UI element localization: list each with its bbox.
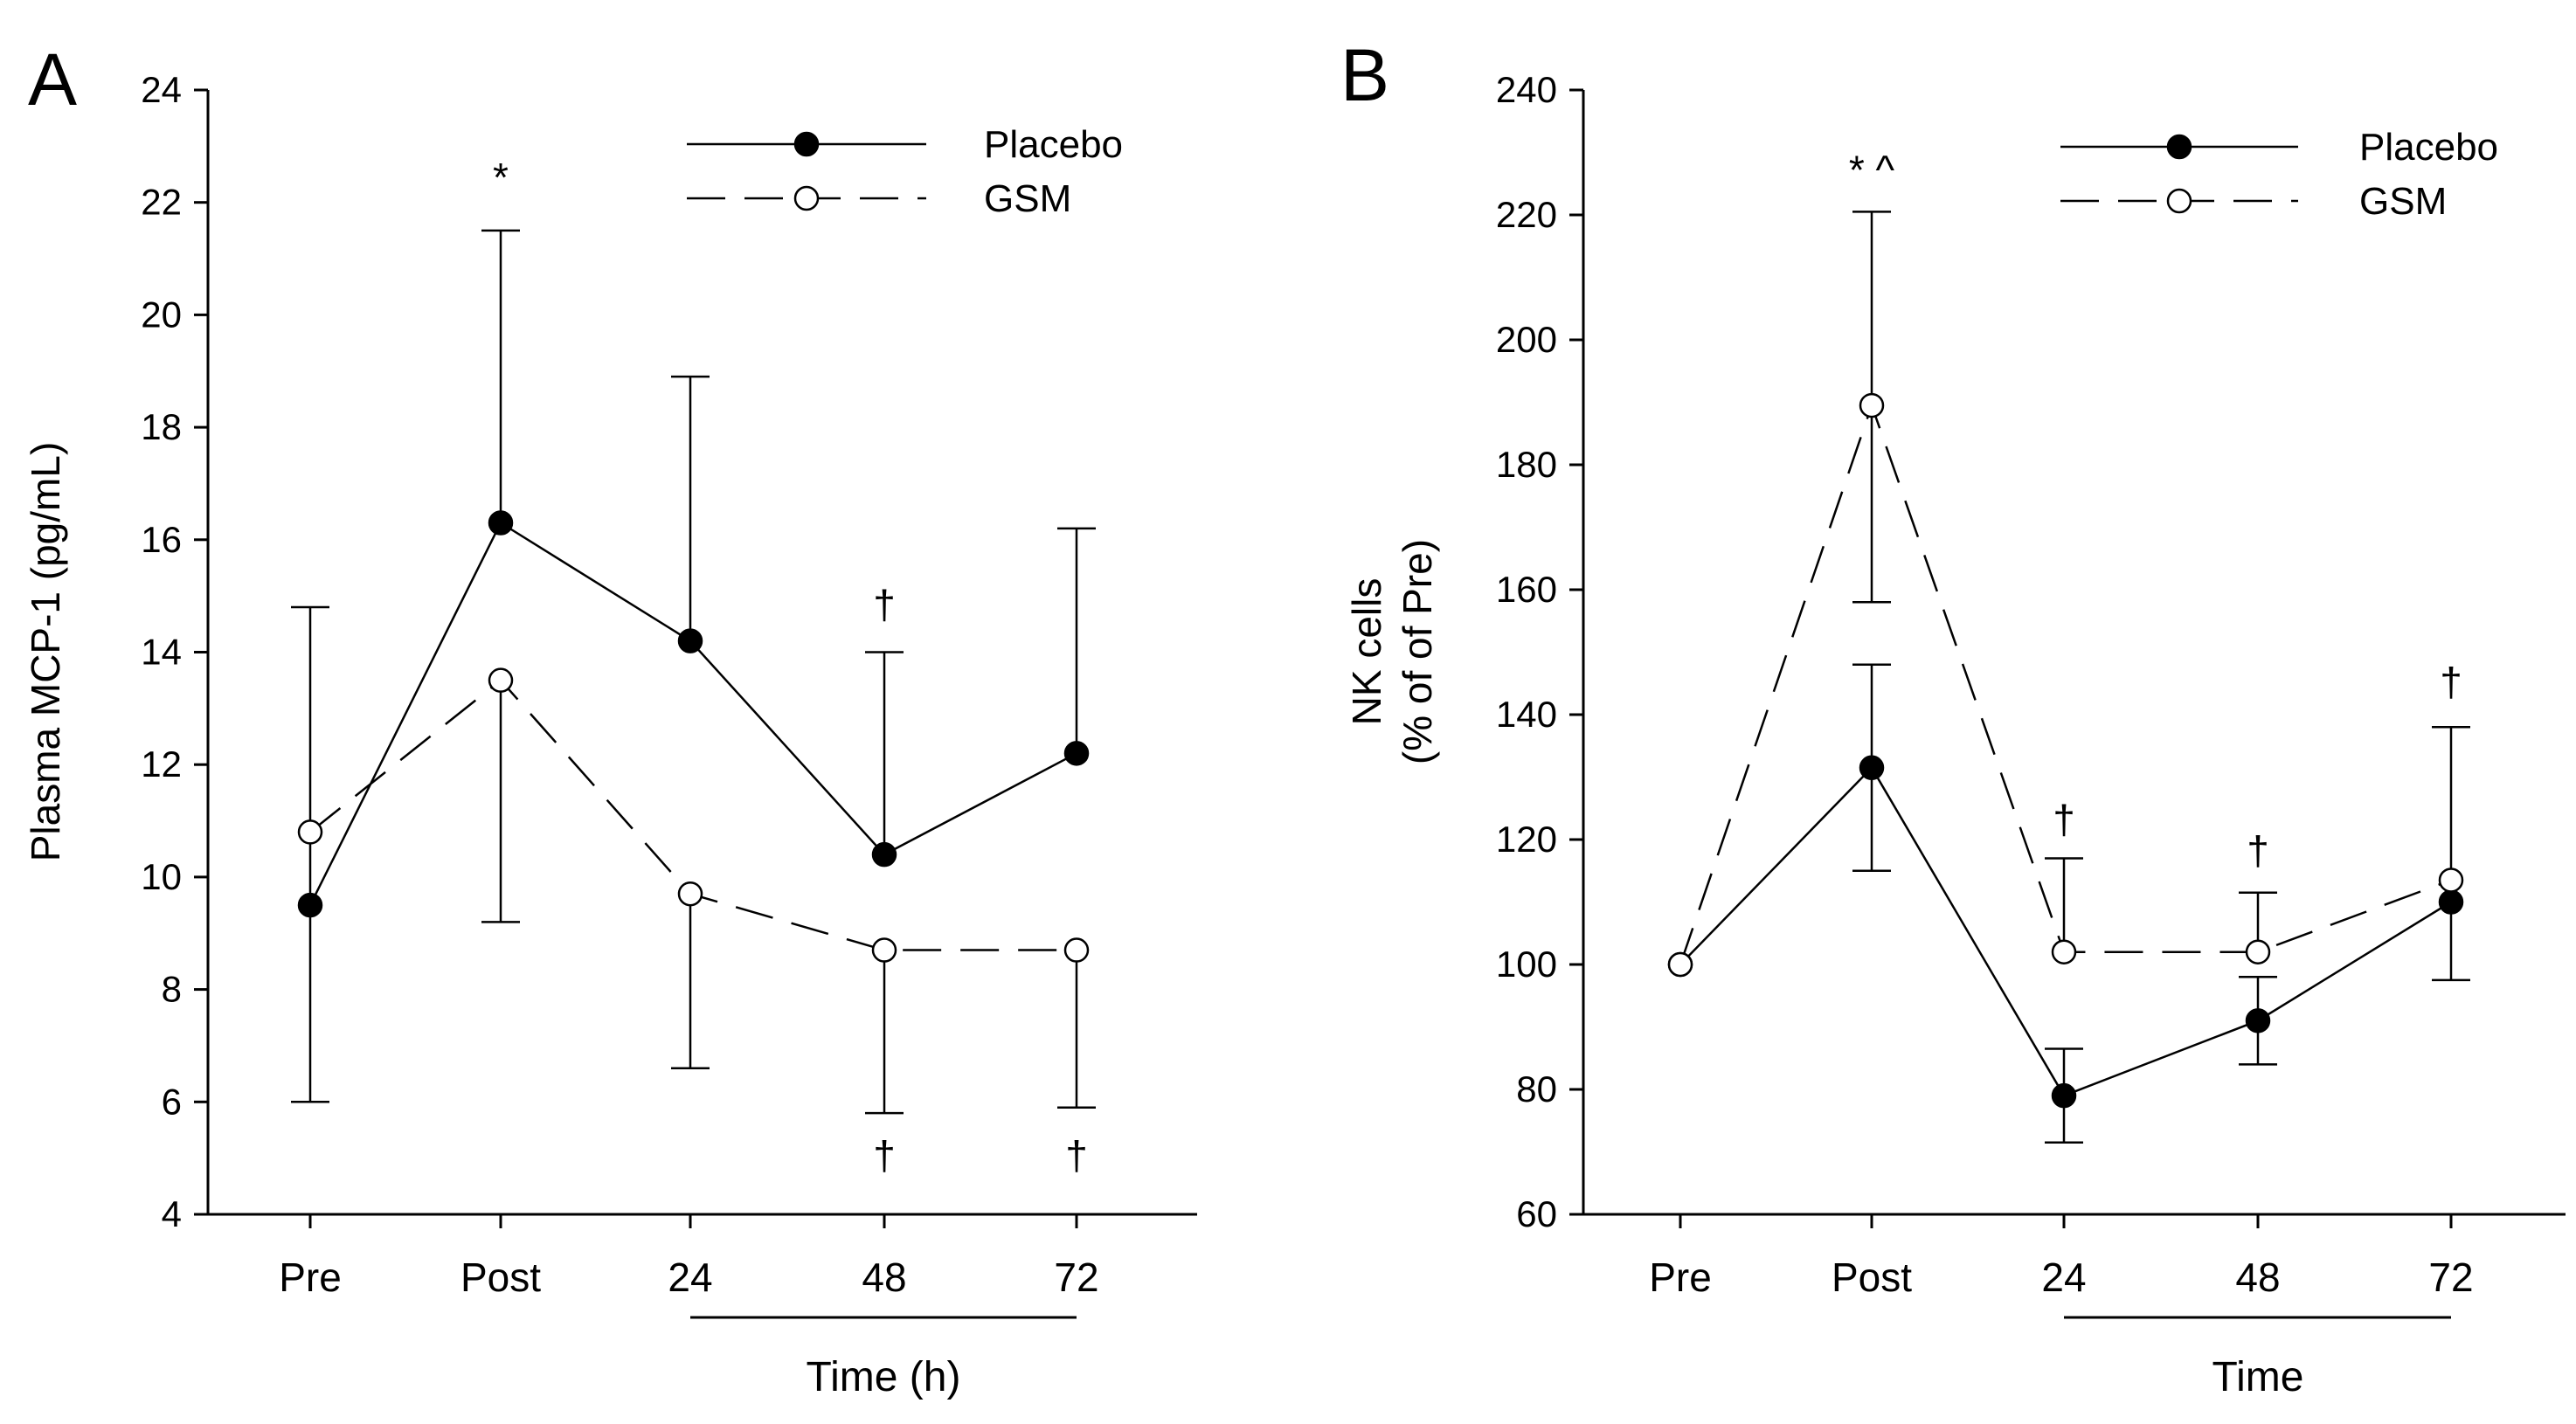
panel-a-x-tick-label: 72 (1054, 1255, 1098, 1300)
panel-b-legend-placebo-label: Placebo (2359, 126, 2498, 169)
panel-b-placebo-data-point (2051, 1082, 2077, 1109)
panel-a-y-tick-label: 10 (141, 856, 182, 897)
panel-a-gsm-series-line (309, 678, 1077, 951)
panel-a-x-tick-label: 24 (668, 1255, 712, 1300)
panel-b-y-tick-label: 200 (1496, 319, 1557, 360)
panel-a-placebo-data-point (677, 628, 703, 653)
panel-a-x-tick-label: 48 (862, 1255, 906, 1300)
panel-a-gsm-data-point (488, 667, 514, 693)
panel-b-panel-letter: B (1340, 34, 1389, 116)
panel-b-significance-marker: † (2053, 797, 2075, 842)
panel-a-x-axis-title: Time (h) (807, 1354, 961, 1400)
panel-a-significance-marker: † (873, 1133, 896, 1179)
panel-b-y-tick-label: 120 (1496, 819, 1557, 860)
panel-a-legend-placebo-marker (793, 131, 820, 157)
panel-b-gsm-series-line (1679, 402, 2452, 965)
panel-b-y-tick-label: 240 (1496, 69, 1557, 110)
panel-b-gsm-data-point (2245, 939, 2271, 964)
panel-b-y-tick-label: 100 (1496, 944, 1557, 985)
panel-b-y-tick-label: 60 (1516, 1193, 1557, 1234)
panel-a-gsm-data-point (1063, 937, 1090, 963)
panel-a-y-tick-label: 12 (141, 743, 182, 785)
panel-a-gsm-data-point (871, 937, 897, 963)
panel-b-significance-marker: † (2247, 828, 2269, 874)
panel-b-x-axis-title: Time (2212, 1354, 2304, 1400)
panel-a-y-tick-label: 14 (141, 632, 182, 673)
panel-a-gsm-data-point (677, 881, 703, 907)
panel-b-legend-placebo-marker (2166, 134, 2192, 160)
panel-a-significance-marker: † (1065, 1133, 1088, 1179)
panel-a-placebo-series-line (308, 521, 1077, 906)
panel-a-placebo-data-point (1063, 741, 1090, 766)
panel-a-legend-gsm-marker (793, 185, 820, 211)
panel-b-y-tick-label: 180 (1496, 444, 1557, 485)
panel-a-placebo-data-point (297, 892, 323, 918)
panel-a-x-tick-label: Pre (279, 1255, 342, 1300)
panel-a-y-tick-label: 16 (141, 519, 182, 560)
panel-a-panel-letter: A (28, 38, 77, 121)
panel-a-y-tick-label: 4 (162, 1193, 182, 1234)
panel-a-y-axis-title: Plasma MCP-1 (pg/mL) (23, 442, 68, 862)
panel-a-placebo-data-point (871, 841, 897, 868)
panel-a-significance-marker: * (493, 155, 509, 200)
panel-b-placebo-data-point (2245, 1008, 2271, 1033)
panel-b-x-tick-label: Post (1832, 1255, 1912, 1300)
panel-a-chart: A 4 6 8 10 12 14 16 18 20 22 24 Pre Post 24 48 72 Time (h… (23, 38, 1197, 1400)
panel-b-x-tick-label: 24 (2041, 1255, 2086, 1300)
panel-b-x-tick-label: 72 (2428, 1255, 2473, 1300)
panel-b-placebo-data-point (2438, 889, 2464, 915)
panel-a-gsm-data-point (297, 819, 323, 845)
panel-b-placebo-data-point (1859, 755, 1885, 781)
panel-b-y-axis-title-line: (% of of Pre) (1395, 539, 1440, 764)
panel-a-y-tick-label: 22 (141, 182, 182, 223)
panel-a-y-tick-label: 8 (162, 969, 182, 1010)
panel-a-legend-placebo-label: Placebo (984, 123, 1123, 166)
panel-b-legend-gsm-label: GSM (2359, 180, 2447, 223)
panel-b-legend-gsm-marker (2166, 188, 2192, 214)
panel-a-y-tick-label: 20 (141, 294, 182, 335)
panel-b-y-tick-label: 80 (1516, 1068, 1557, 1109)
panel-b-gsm-data-point (1859, 392, 1885, 418)
panel-a-legend-gsm-label: GSM (984, 177, 1071, 220)
panel-a-y-tick-label: 6 (162, 1081, 182, 1122)
panel-b-y-tick-label: 220 (1496, 194, 1557, 235)
panel-b-x-tick-label: Pre (1649, 1255, 1712, 1300)
panel-b-y-axis-title-line: NK cells (1344, 578, 1389, 726)
panel-b-chart: B 60 80 100 120 140 160 180 200 220 240 Pre Post 24 48… (1340, 34, 2566, 1400)
panel-a-placebo-data-point (488, 510, 514, 536)
panel-b-gsm-data-point (2438, 868, 2464, 893)
panel-b-significance-marker: † (2440, 660, 2462, 705)
panel-b-gsm-data-point (2051, 939, 2077, 964)
panel-b-y-tick-label: 160 (1496, 569, 1557, 610)
panel-a-y-tick-label: 24 (141, 69, 182, 110)
panel-a-x-tick-label: Post (460, 1255, 541, 1300)
panel-b-significance-marker: * ^ (1849, 147, 1895, 192)
panel-b-y-tick-label: 140 (1496, 694, 1557, 735)
panel-a-significance-marker: † (873, 582, 896, 627)
panel-b-x-tick-label: 48 (2235, 1255, 2280, 1300)
panel-b-gsm-data-point (1667, 951, 1693, 978)
panel-a-y-tick-label: 18 (141, 406, 182, 447)
